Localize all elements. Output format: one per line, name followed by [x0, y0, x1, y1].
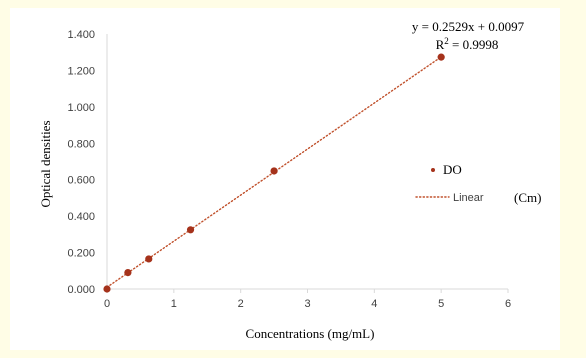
x-tick-label: 3 — [304, 298, 310, 310]
y-tick-label: 1.000 — [67, 102, 95, 114]
x-tick-label: 2 — [238, 298, 244, 310]
x-tick-label: 4 — [371, 298, 377, 310]
data-point — [270, 167, 278, 175]
r-squared-prefix: R — [436, 37, 445, 52]
legend-label-do: DO — [443, 162, 462, 177]
y-tick-label: 0.400 — [67, 211, 95, 223]
x-axis-title: Concentrations (mg/mL) — [246, 326, 375, 341]
legend-marker-do — [431, 168, 435, 172]
y-tick-label: 0.200 — [67, 248, 95, 260]
legend-label-linear-suffix: (Cm) — [514, 190, 541, 205]
y-tick-label: 1.200 — [67, 65, 95, 77]
trendline-equation: y = 0.2529x + 0.0097 — [412, 19, 525, 34]
chart-frame: 0.000 0.200 0.400 0.600 0.800 1.000 1.200 1.400… — [10, 8, 560, 350]
y-tick-label: 1.400 — [67, 29, 95, 41]
data-points — [103, 53, 445, 293]
data-point — [145, 255, 153, 263]
x-tick-label: 6 — [505, 298, 511, 310]
r-squared-value: = 0.9998 — [449, 37, 499, 52]
y-axis-tick-labels: 0.000 0.200 0.400 0.600 0.800 1.000 1.200 1.400 — [67, 29, 95, 296]
y-tick-label: 0.800 — [67, 138, 95, 150]
data-point — [103, 285, 111, 293]
y-axis-title: Optical densities — [38, 120, 53, 207]
r-squared-label: R2 = 0.9998 — [436, 36, 499, 52]
x-tick-label: 1 — [171, 298, 177, 310]
x-tick-label: 0 — [104, 298, 110, 310]
y-tick-label: 0.600 — [67, 175, 95, 187]
y-tick-label: 0.000 — [67, 284, 95, 296]
data-point — [186, 226, 195, 234]
legend-label-linear: Linear — [453, 192, 484, 204]
data-point — [437, 53, 445, 61]
r-squared-exponent: 2 — [444, 36, 449, 46]
x-axis-tick-marks — [106, 289, 509, 293]
scatter-chart: 0.000 0.200 0.400 0.600 0.800 1.000 1.200 1.400… — [38, 19, 541, 341]
legend: DO Linear (Cm) — [415, 162, 541, 205]
x-tick-label: 5 — [438, 298, 444, 310]
x-axis-tick-labels: 0 1 2 3 4 5 6 — [104, 298, 511, 310]
data-point — [124, 269, 132, 277]
